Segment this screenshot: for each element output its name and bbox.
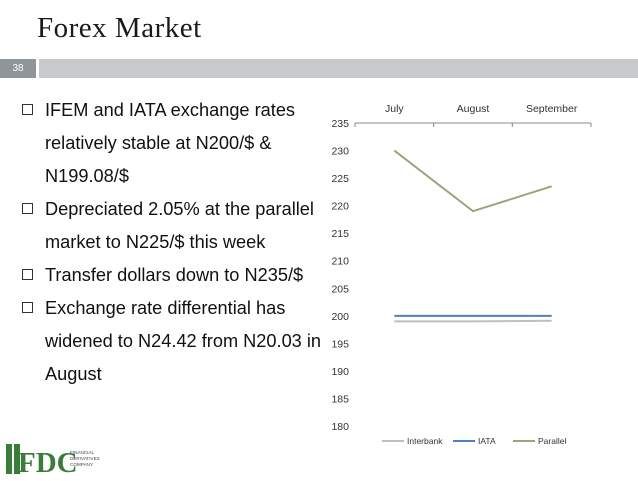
logo-tagline-2: DERIVATIVES (70, 456, 100, 461)
logo-tagline-1: FINANCIAL (70, 450, 94, 455)
legend-label-parallel: Parallel (538, 436, 566, 446)
bullet-square-icon (22, 302, 33, 313)
logo-mark: FDC (18, 447, 78, 479)
page-number: 38 (0, 59, 36, 78)
y-tick-label: 225 (331, 173, 349, 185)
bullet-item: Depreciated 2.05% at the parallel market… (22, 193, 322, 259)
y-tick-label: 180 (331, 421, 349, 433)
bullet-square-icon (22, 203, 33, 214)
y-tick-label: 235 (331, 118, 349, 130)
bullet-text: IFEM and IATA exchange rates relatively … (45, 100, 296, 186)
bullet-item: IFEM and IATA exchange rates relatively … (22, 94, 322, 193)
bullet-list: IFEM and IATA exchange rates relatively … (22, 94, 322, 391)
bullet-text: Transfer dollars down to N235/$ (45, 265, 304, 285)
x-tick-label: August (457, 103, 490, 115)
legend-label-iata: IATA (478, 436, 496, 446)
logo-stripe-1 (6, 444, 12, 474)
bullet-item: Transfer dollars down to N235/$ (22, 259, 322, 292)
y-tick-label: 220 (331, 201, 349, 213)
bullet-text: Depreciated 2.05% at the parallel market… (45, 199, 314, 252)
slide-title: Forex Market (37, 12, 202, 44)
bullet-item: Exchange rate differential has widened t… (22, 292, 322, 391)
y-tick-label: 195 (331, 338, 349, 350)
logo-stripe-2 (14, 444, 20, 474)
y-tick-label: 205 (331, 283, 349, 295)
y-tick-label: 210 (331, 256, 349, 268)
y-tick-label: 185 (331, 393, 349, 405)
series-line-interbank (394, 319, 552, 323)
bullet-square-icon (22, 269, 33, 280)
y-tick-label: 215 (331, 228, 349, 240)
header-bar (39, 59, 638, 78)
y-tick-label: 200 (331, 311, 349, 323)
y-tick-label: 230 (331, 146, 349, 158)
series-line-parallel (393, 149, 552, 213)
bullet-square-icon (22, 104, 33, 115)
x-tick-label: July (385, 103, 404, 115)
y-tick-label: 190 (331, 366, 349, 378)
logo-tagline-3: COMPANY (70, 462, 93, 467)
fdc-logo: FDC FINANCIAL DERIVATIVES COMPANY (6, 444, 100, 479)
legend-label-interbank: Interbank (407, 436, 443, 446)
bullet-text: Exchange rate differential has widened t… (45, 298, 322, 384)
x-tick-label: September (526, 103, 578, 115)
